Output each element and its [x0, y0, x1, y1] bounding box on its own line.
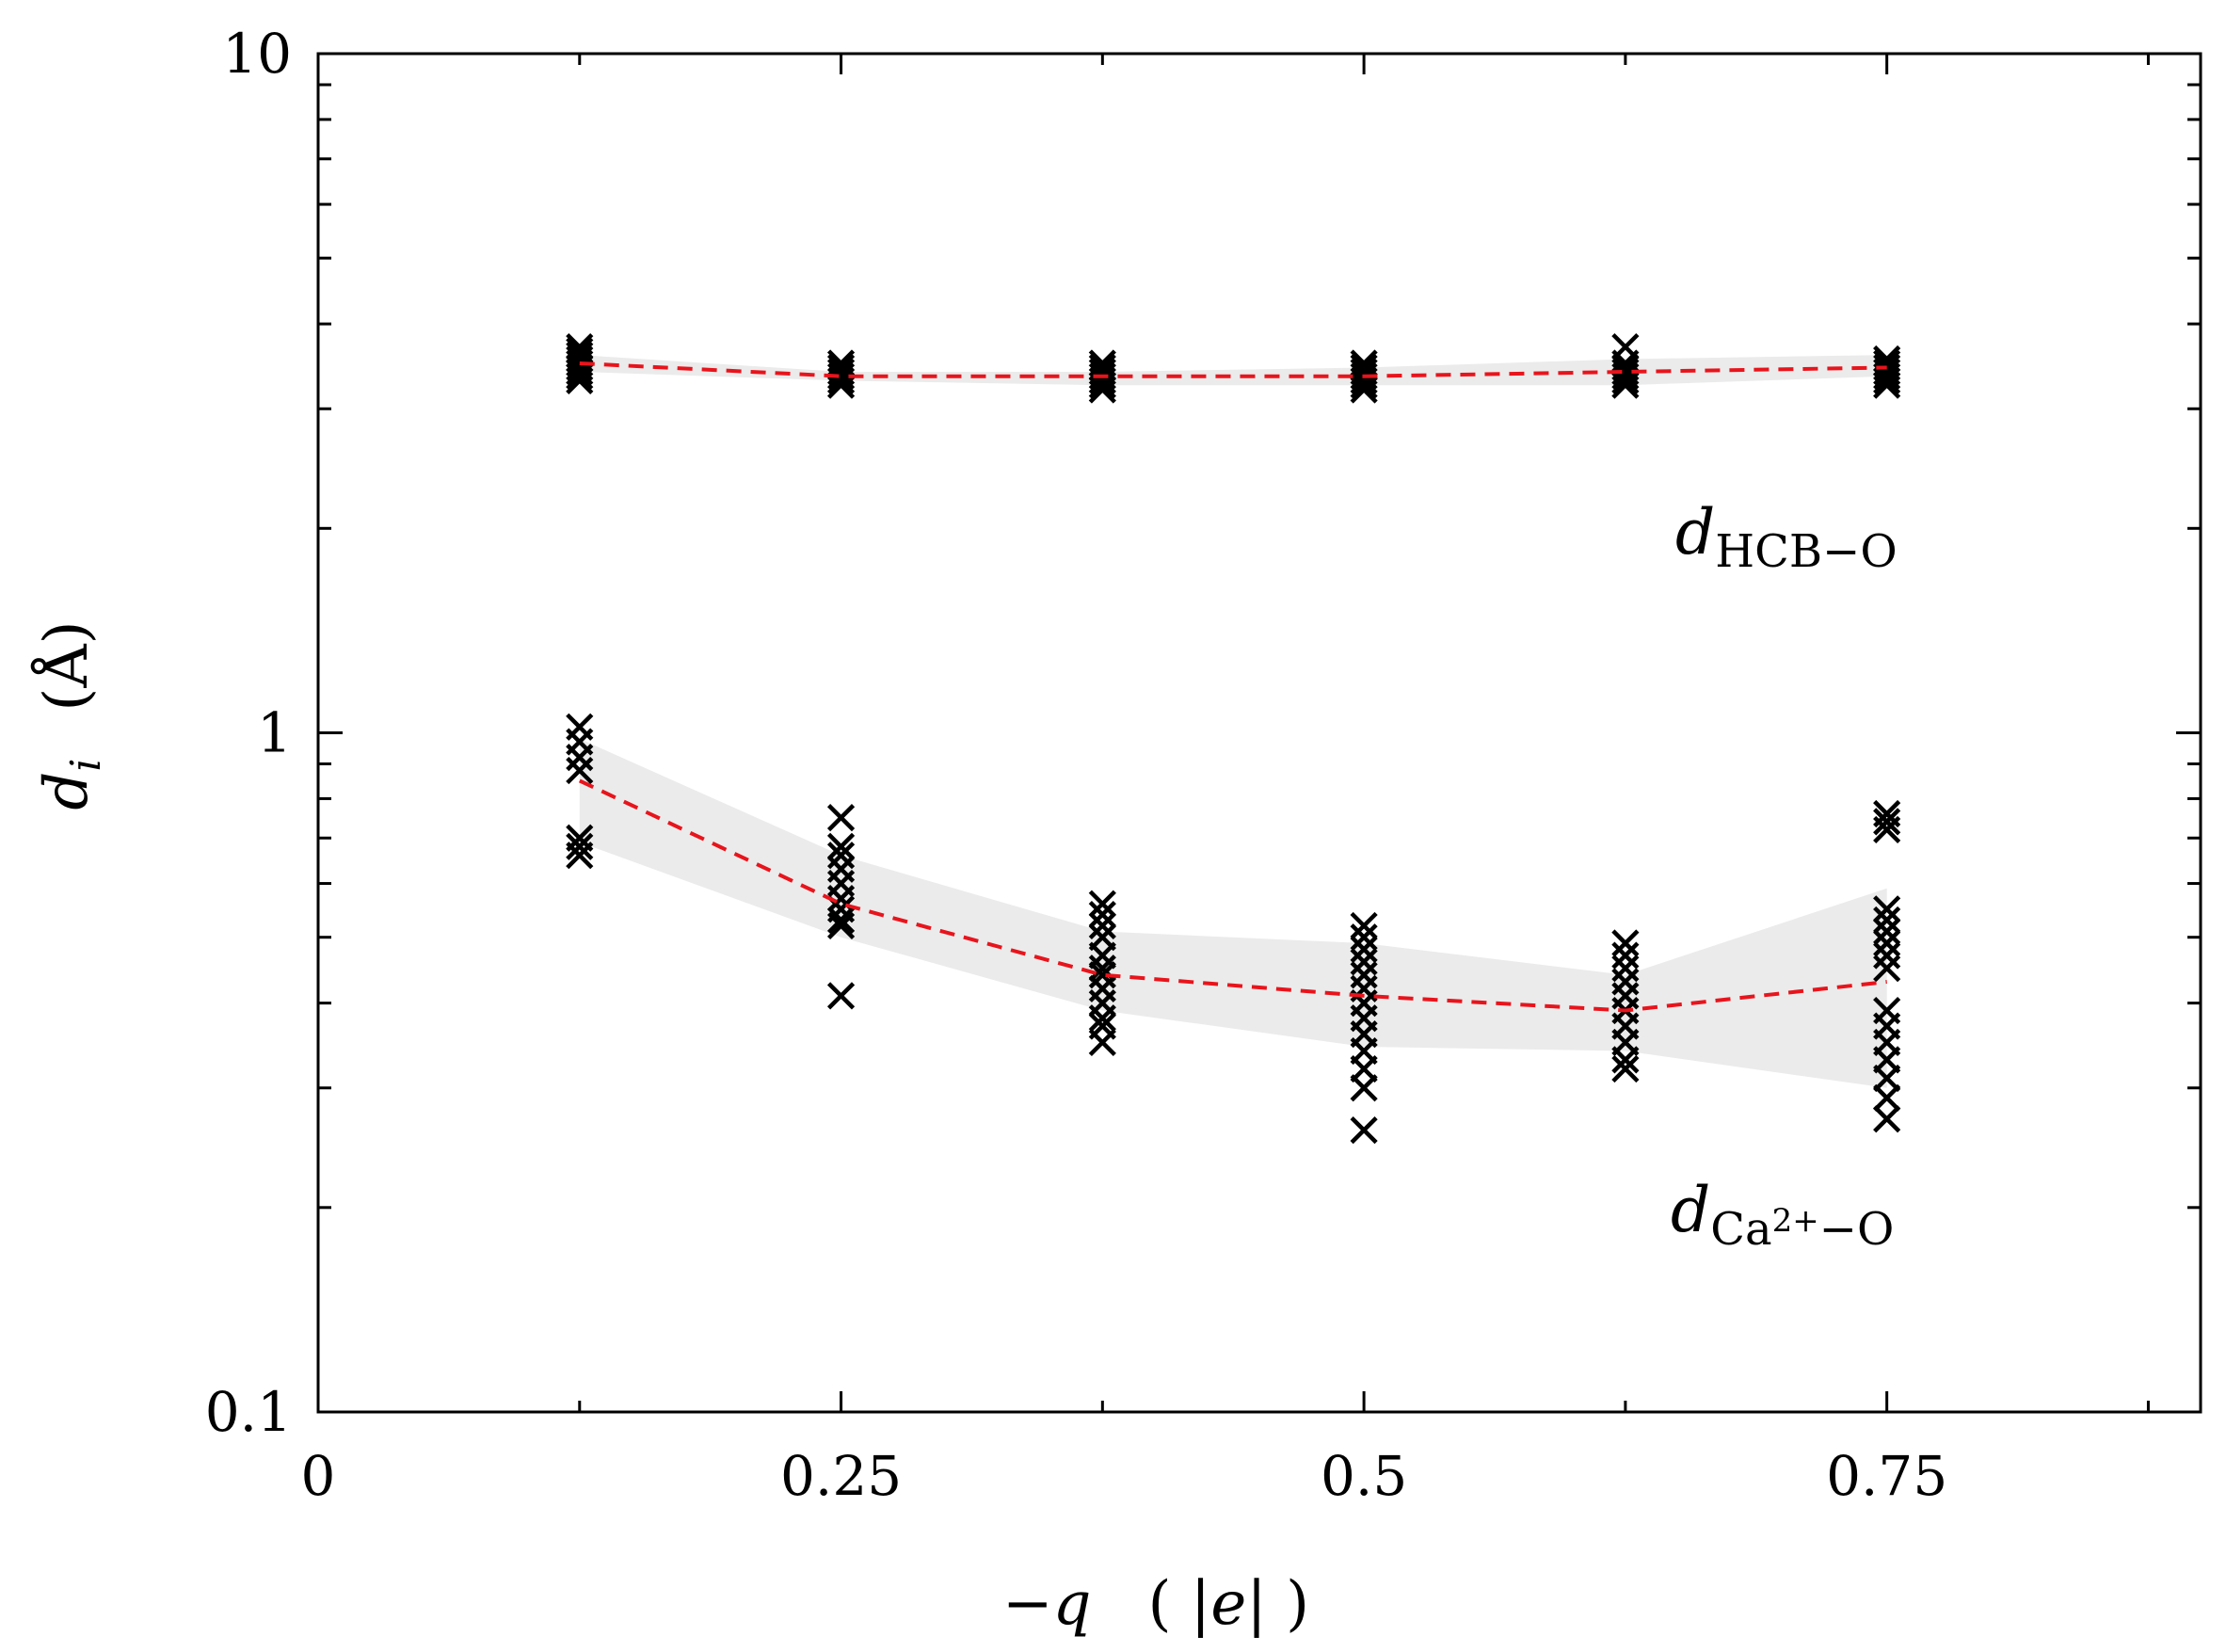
data-point-hcb-o	[1350, 349, 1378, 377]
data-point-ca2-o	[826, 906, 856, 935]
data-point-ca2-o	[1873, 941, 1901, 970]
y-tick-label: 1	[257, 701, 292, 765]
data-point-hcb-o	[826, 362, 856, 391]
data-point-ca2-o	[1350, 948, 1378, 976]
series-label-ca-o: dCa2+−O	[1671, 1174, 1894, 1256]
series-label-hcb-o-sub: HCB−O	[1715, 525, 1897, 578]
data-point-ca2-o	[826, 982, 856, 1010]
data-point-ca2-o	[566, 824, 594, 852]
data-point-hcb-o	[566, 332, 594, 361]
data-point-ca2-o	[566, 756, 594, 785]
data-point-ca2-o	[1611, 1054, 1640, 1083]
series-label-hcb-o: dHCB−O	[1675, 496, 1898, 578]
data-point-ca2-o	[566, 832, 594, 860]
y-tick-label: 0.1	[205, 1380, 292, 1444]
y-axis-label: di (Å)	[31, 620, 110, 810]
data-point-ca2-o	[1088, 1012, 1116, 1040]
data-point-ca2-o	[1611, 929, 1640, 957]
x-axis-label-unit-close: | )	[1246, 1569, 1309, 1639]
tick-labels: 0 0.25 0.5 0.75 0.1 1 10	[205, 22, 1947, 1508]
data-point-ca2-o	[1088, 961, 1116, 989]
mean-line-hcb-o	[579, 361, 1887, 378]
data-point-ca2-o	[1350, 1116, 1378, 1145]
series-label-ca-o-sup: 2+	[1772, 1202, 1819, 1240]
data-point-hcb-o	[1611, 332, 1640, 361]
mean-line-ca2-o	[578, 778, 1887, 1013]
data-point-ca2-o	[826, 832, 856, 860]
scatter-points	[566, 332, 1901, 1145]
x-tick-label: 0.5	[1321, 1444, 1407, 1508]
x-axis-label-unit-var: e	[1210, 1569, 1246, 1639]
data-point-ca2-o	[1873, 929, 1901, 957]
data-point-hcb-o	[1088, 358, 1116, 386]
x-axis-label-var: q	[1053, 1569, 1092, 1639]
data-point-ca2-o	[1088, 900, 1116, 929]
data-point-hcb-o	[826, 349, 856, 377]
x-axis-label: −q ( |e| )	[1002, 1569, 1309, 1639]
data-point-ca2-o	[1350, 923, 1378, 952]
series-label-ca-o-sub: Ca	[1710, 1203, 1771, 1256]
data-point-ca2-o	[1350, 935, 1378, 964]
data-point-ca2-o	[1088, 923, 1116, 952]
x-tick-label: 0.25	[780, 1444, 902, 1508]
data-point-ca2-o	[1350, 911, 1378, 939]
data-point-ca2-o	[1873, 1105, 1901, 1133]
x-axis-label-prefix: −	[1002, 1569, 1053, 1639]
data-point-ca2-o	[566, 713, 594, 741]
band-ca2-o	[579, 738, 1887, 1088]
x-axis-label-unit-open: ( |	[1147, 1569, 1210, 1639]
data-point-ca2-o	[1611, 954, 1640, 983]
data-point-ca2-o	[1873, 808, 1901, 836]
data-point-hcb-o	[1611, 353, 1640, 382]
y-tick-label: 10	[222, 22, 292, 86]
y-axis-label-unit: (Å)	[31, 620, 102, 711]
data-point-ca2-o	[1873, 1083, 1901, 1112]
plot-frame	[316, 52, 2202, 1414]
series-label-ca-o-main: d	[1671, 1174, 1710, 1246]
y-axis-label-sub: i	[62, 759, 110, 772]
data-point-ca2-o	[1611, 941, 1640, 970]
mean-lines	[578, 361, 1887, 1013]
data-point-hcb-o	[566, 337, 594, 365]
data-point-ca2-o	[1350, 961, 1378, 989]
data-point-hcb-o	[1611, 358, 1640, 386]
data-point-ca2-o	[1873, 895, 1901, 923]
data-point-ca2-o	[1873, 954, 1901, 983]
x-tick-label: 0.75	[1826, 1444, 1947, 1508]
data-point-hcb-o	[1873, 349, 1901, 377]
data-point-ca2-o	[1088, 911, 1116, 939]
data-point-hcb-o	[1873, 358, 1901, 386]
y-axis-label-var: d	[32, 772, 102, 810]
data-point-hcb-o	[1088, 349, 1116, 377]
data-point-hcb-o	[1611, 362, 1640, 391]
data-point-ca2-o	[826, 804, 856, 832]
x-tick-label: 0	[301, 1444, 336, 1508]
axis-ticks	[316, 52, 2201, 1414]
series-label-hcb-o-main: d	[1675, 496, 1715, 569]
data-point-hcb-o	[566, 345, 594, 374]
data-point-ca2-o	[1088, 890, 1116, 918]
data-point-ca2-o	[1873, 799, 1901, 828]
series-label-ca-o-sub2: −O	[1819, 1203, 1895, 1256]
data-point-ca2-o	[1873, 996, 1901, 1025]
data-point-ca2-o	[1873, 917, 1901, 946]
confidence-bands	[579, 355, 1887, 1088]
data-point-ca2-o	[826, 842, 856, 870]
data-point-hcb-o	[1350, 358, 1378, 386]
data-point-hcb-o	[826, 358, 856, 386]
data-point-ca2-o	[1873, 906, 1901, 935]
